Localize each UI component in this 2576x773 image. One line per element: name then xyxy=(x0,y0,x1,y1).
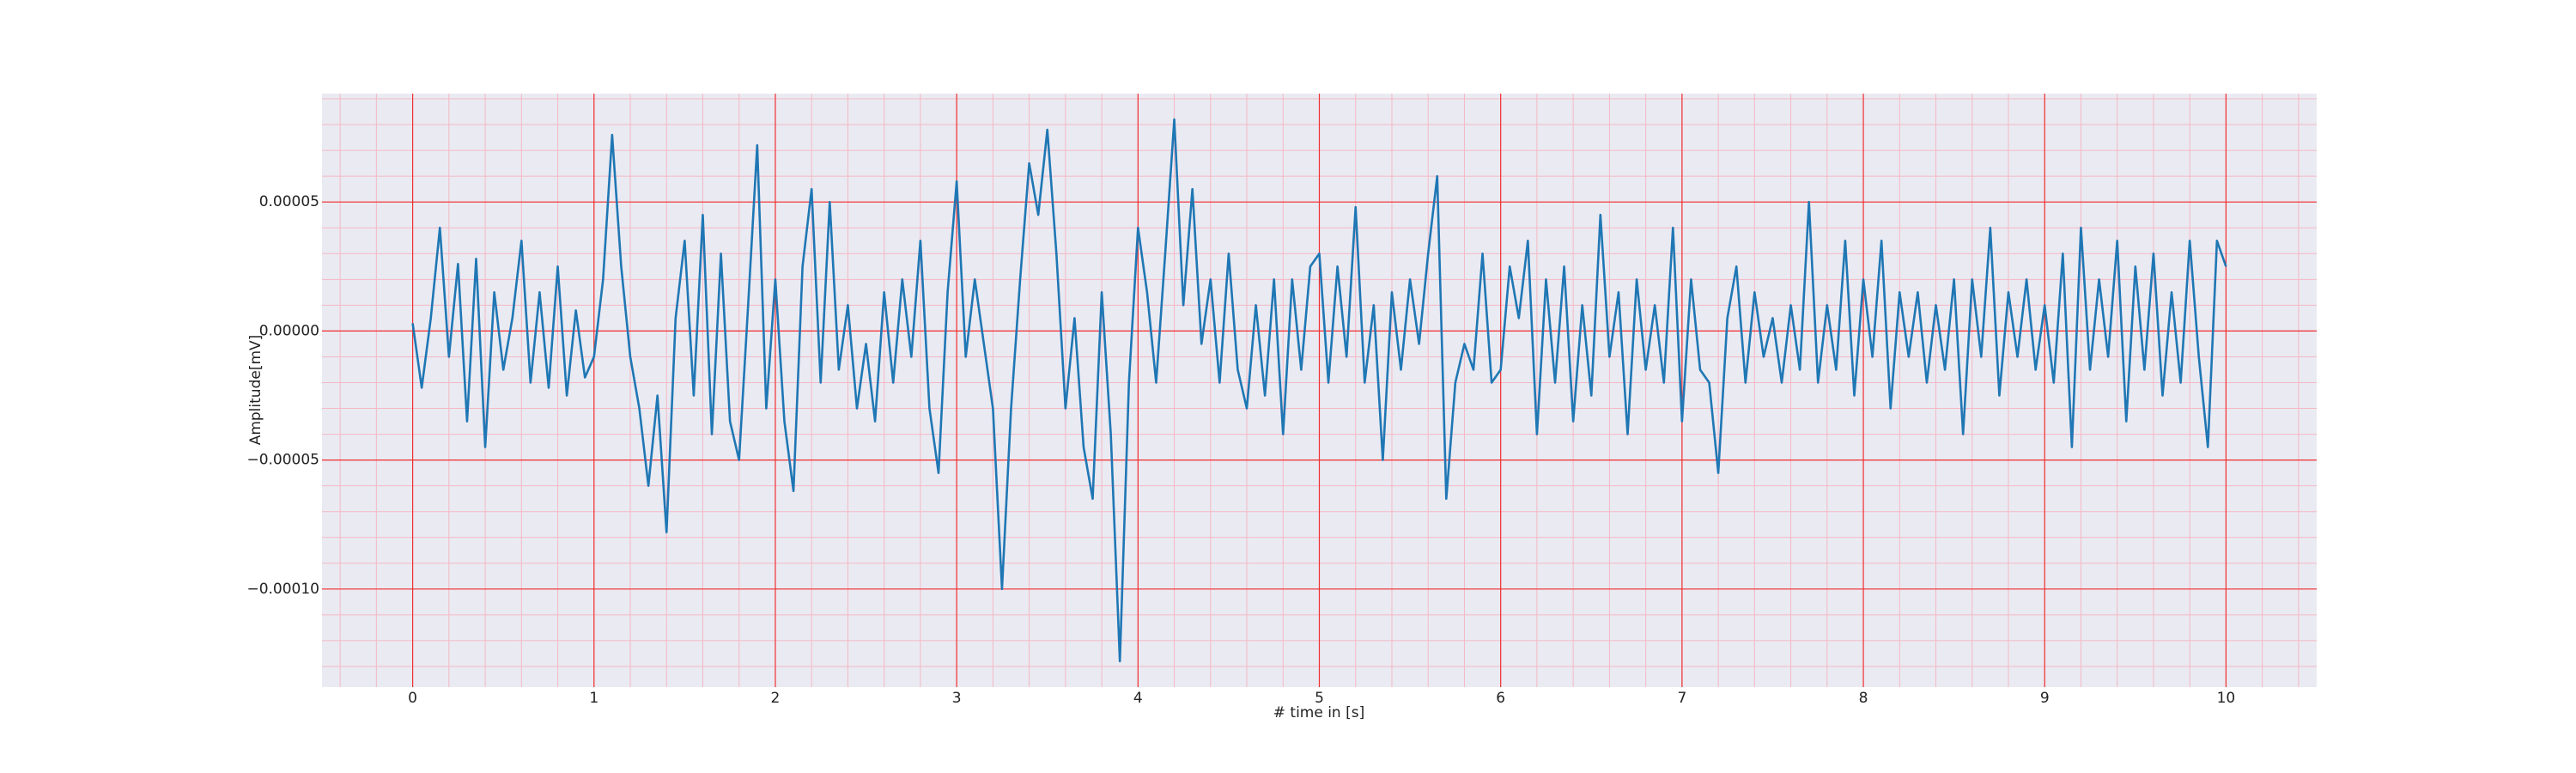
x-tick-label: 4 xyxy=(1133,690,1143,707)
x-tick-label: 3 xyxy=(952,690,962,707)
x-tick-label: 2 xyxy=(771,690,781,707)
x-tick-label: 5 xyxy=(1315,690,1324,707)
y-tick-label: 0.00005 xyxy=(259,193,319,210)
x-tick-label: 6 xyxy=(1496,690,1505,707)
x-tick-label: 9 xyxy=(2040,690,2050,707)
y-tick-label: −0.00005 xyxy=(246,452,319,469)
x-tick-label: 1 xyxy=(589,690,598,707)
x-tick-label: 0 xyxy=(408,690,417,707)
x-tick-label: 10 xyxy=(2217,690,2236,707)
y-tick-label: 0.00000 xyxy=(259,322,319,339)
y-axis-label: Amplitude[mV] xyxy=(247,335,264,446)
line-series xyxy=(411,118,2227,663)
x-axis-label: # time in [s] xyxy=(1273,704,1364,721)
y-tick-label: −0.00010 xyxy=(246,581,319,598)
x-tick-label: 7 xyxy=(1677,690,1686,707)
x-tick-label: 8 xyxy=(1859,690,1868,707)
